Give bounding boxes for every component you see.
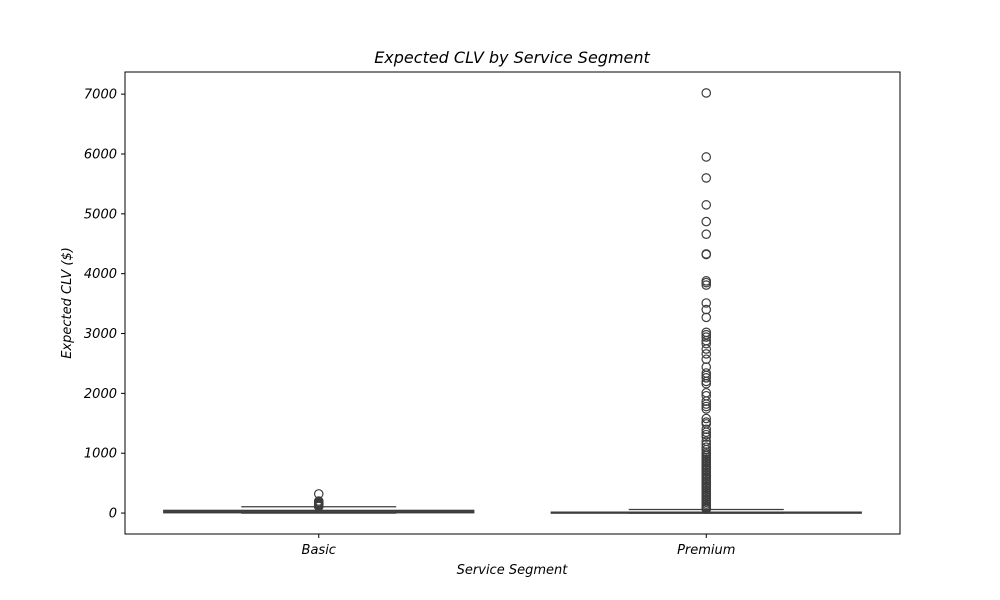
outlier-point — [701, 229, 712, 239]
outlier-point — [701, 338, 712, 349]
plot-frame — [124, 71, 901, 535]
outlier-point — [701, 312, 712, 323]
x-axis: Basic Premium — [302, 534, 735, 558]
outlier-point — [701, 277, 712, 288]
outlier-point — [701, 298, 712, 308]
y-tick-label: 4000 — [84, 267, 117, 282]
box-group-basic — [163, 489, 475, 514]
outlier-point — [701, 152, 712, 162]
outlier-point — [701, 404, 712, 414]
outlier-point — [701, 444, 712, 455]
outlier-point — [701, 332, 712, 342]
outlier-point — [701, 88, 712, 98]
outlier-point — [701, 200, 712, 210]
outlier-point — [701, 401, 712, 412]
outlier-point — [701, 304, 712, 315]
y-tick-label: 7000 — [84, 88, 117, 103]
outlier-point — [701, 216, 712, 227]
y-axis: 0 1000 2000 3000 4000 5000 6000 7000 — [84, 88, 125, 522]
x-tick-label: Basic — [302, 543, 336, 558]
outlier-point — [701, 280, 712, 290]
outlier-point — [701, 413, 712, 424]
outlier-point — [701, 173, 712, 183]
y-tick-label: 0 — [109, 507, 117, 522]
outlier-point — [701, 349, 712, 359]
y-tick-label: 2000 — [84, 387, 117, 402]
y-tick-label: 1000 — [84, 447, 117, 462]
y-axis-label: Expected CLV ($) — [60, 247, 75, 359]
y-tick-label: 3000 — [84, 327, 117, 342]
chart-title: Expected CLV by Service Segment — [374, 48, 650, 67]
y-tick-label: 5000 — [84, 207, 117, 222]
outlier-point — [701, 354, 712, 365]
outlier-point — [701, 432, 712, 442]
outlier-point — [701, 504, 712, 514]
outlier-point — [701, 424, 712, 435]
outlier-point — [313, 501, 324, 512]
outlier-point — [701, 396, 712, 406]
outlier-point — [701, 249, 712, 260]
outlier-point — [701, 376, 712, 387]
outlier-point — [701, 439, 712, 450]
box-group-premium — [550, 88, 862, 514]
outlier-point — [701, 399, 712, 409]
outlier-point — [701, 344, 712, 354]
y-tick-label: 6000 — [84, 147, 117, 162]
outlier-point — [701, 373, 712, 383]
plot-area — [163, 88, 862, 514]
x-tick-label: Premium — [677, 543, 735, 558]
x-axis-label: Service Segment — [457, 563, 569, 578]
outlier-point — [701, 429, 712, 440]
